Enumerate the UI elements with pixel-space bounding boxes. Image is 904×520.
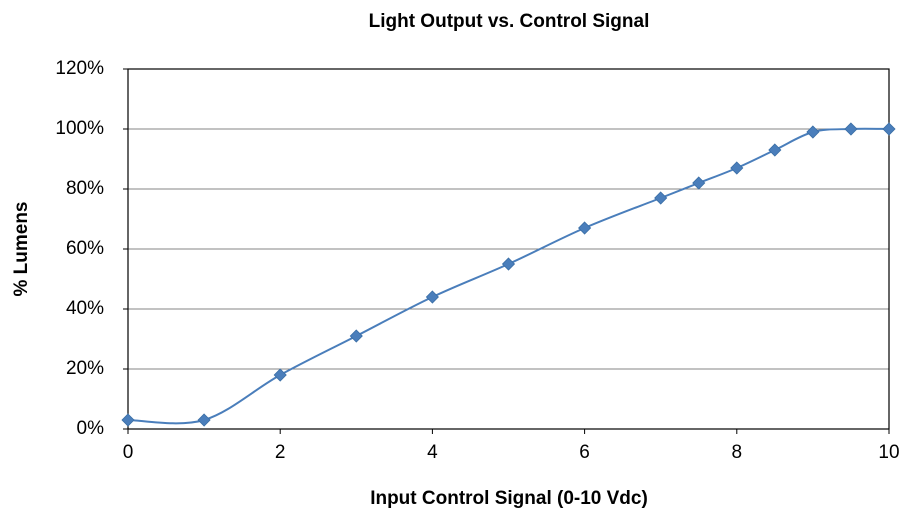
marker bbox=[882, 122, 896, 136]
marker bbox=[654, 191, 668, 205]
x-tick-label: 10 bbox=[878, 442, 899, 463]
y-tick-label: 0% bbox=[77, 418, 105, 439]
y-tick-label: 60% bbox=[66, 238, 104, 259]
x-tick-label: 0 bbox=[123, 442, 134, 463]
marker bbox=[425, 290, 439, 304]
marker bbox=[578, 221, 592, 235]
x-tick-label: 2 bbox=[275, 442, 286, 463]
chart-title: Light Output vs. Control Signal bbox=[369, 11, 650, 32]
marker bbox=[806, 125, 820, 139]
marker bbox=[730, 161, 744, 175]
y-tick-label: 20% bbox=[66, 358, 104, 379]
x-tick-label: 8 bbox=[732, 442, 743, 463]
y-tick-label: 40% bbox=[66, 298, 104, 319]
y-tick-label: 80% bbox=[66, 178, 104, 199]
plot-border bbox=[127, 68, 890, 430]
y-axis-label: % Lumens bbox=[11, 201, 32, 296]
x-tick-label: 6 bbox=[579, 442, 590, 463]
marker bbox=[768, 143, 782, 157]
marker bbox=[121, 413, 135, 427]
y-tick-label: 100% bbox=[55, 118, 104, 139]
x-tick-label: 4 bbox=[427, 442, 438, 463]
x-axis-label: Input Control Signal (0-10 Vdc) bbox=[370, 488, 648, 509]
marker bbox=[197, 413, 211, 427]
marker bbox=[349, 329, 363, 343]
y-tick-label: 120% bbox=[55, 58, 104, 79]
marker bbox=[501, 257, 516, 271]
marker bbox=[273, 368, 287, 382]
series-line bbox=[127, 127, 890, 425]
marker bbox=[844, 122, 858, 136]
marker bbox=[692, 176, 706, 190]
